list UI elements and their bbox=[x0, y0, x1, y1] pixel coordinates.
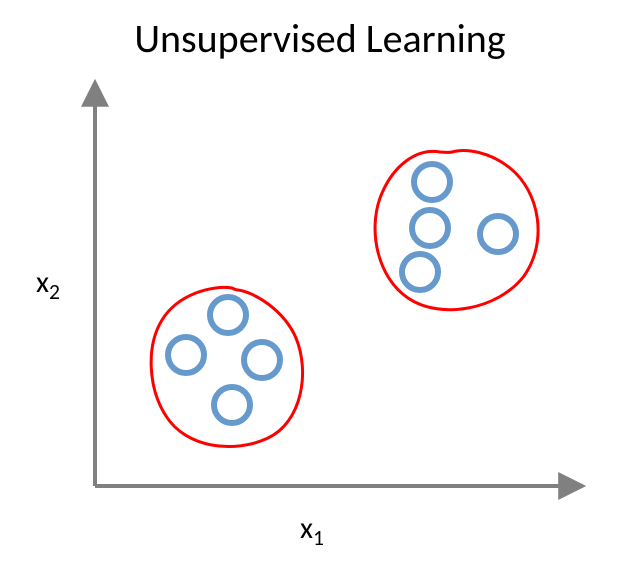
x-axis-label: x1 bbox=[300, 510, 324, 547]
data-point-7 bbox=[480, 216, 516, 252]
x-axis-label-sub: 1 bbox=[313, 524, 324, 551]
plot-surface bbox=[0, 0, 640, 571]
data-point-8 bbox=[402, 254, 438, 290]
diagram-root: Unsupervised Learning x1 x2 bbox=[0, 0, 640, 571]
data-point-6 bbox=[412, 210, 448, 246]
x-axis-label-base: x bbox=[300, 510, 313, 547]
data-point-1 bbox=[210, 297, 246, 333]
y-axis-label-base: x bbox=[36, 264, 49, 301]
y-axis-label-sub: 2 bbox=[49, 278, 60, 305]
data-point-2 bbox=[168, 337, 204, 373]
data-point-5 bbox=[414, 164, 450, 200]
y-axis-label: x2 bbox=[36, 264, 60, 301]
data-point-4 bbox=[214, 387, 250, 423]
data-point-3 bbox=[244, 342, 280, 378]
